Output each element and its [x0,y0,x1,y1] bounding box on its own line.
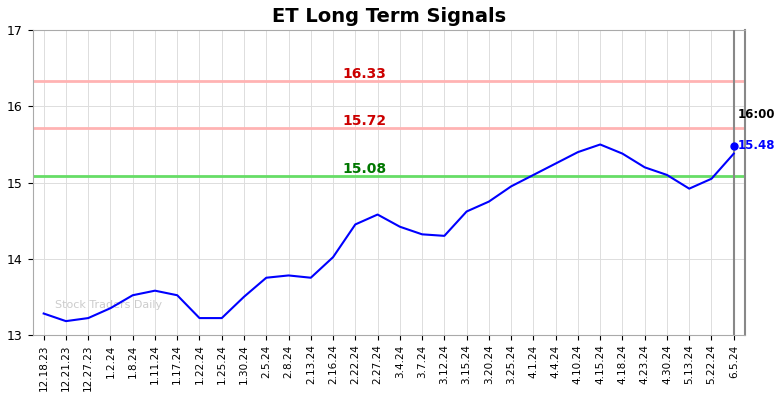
Text: 15.08: 15.08 [343,162,387,176]
Text: Stock Traders Daily: Stock Traders Daily [55,300,162,310]
Text: 16:00: 16:00 [738,108,775,121]
Text: 16.33: 16.33 [343,67,387,81]
Text: 15.72: 15.72 [343,114,387,128]
Text: 15.48: 15.48 [738,139,775,152]
Title: ET Long Term Signals: ET Long Term Signals [271,7,506,26]
